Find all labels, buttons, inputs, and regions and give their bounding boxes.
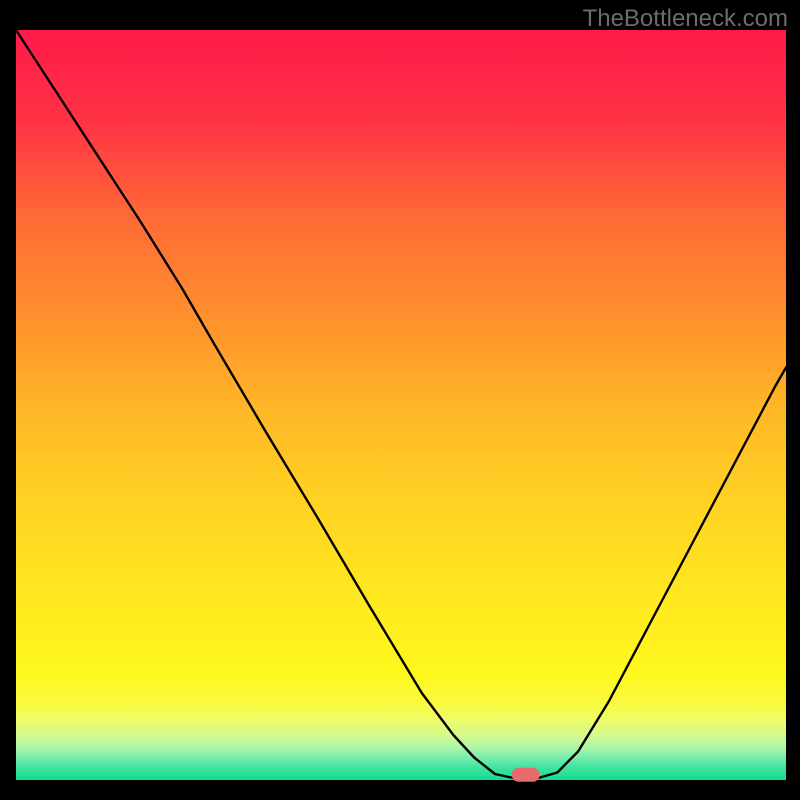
optimal-marker (512, 768, 540, 782)
watermark-text: TheBottleneck.com (583, 5, 788, 32)
plot-background (16, 30, 786, 780)
bottleneck-chart: TheBottleneck.com (0, 0, 800, 800)
